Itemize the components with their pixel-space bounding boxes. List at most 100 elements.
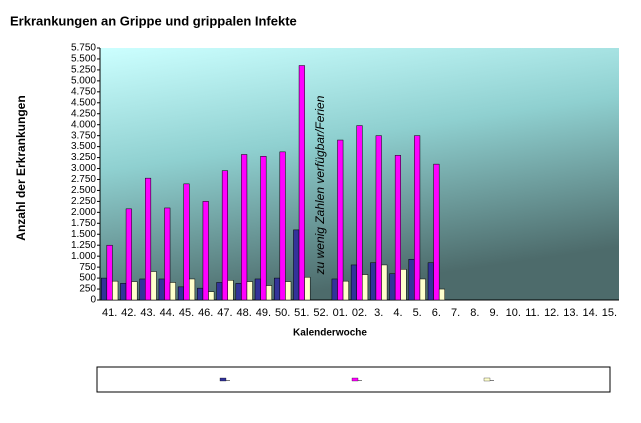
bar: [400, 269, 407, 301]
bar: [164, 207, 171, 301]
y-tick-label: 2.500: [71, 185, 96, 196]
bar: [331, 278, 338, 301]
y-tick-label: 5.500: [71, 54, 96, 65]
y-tick-label: 4.500: [71, 97, 96, 108]
x-tick-label: 49.: [256, 307, 271, 319]
x-tick-label: 5.: [413, 307, 422, 319]
y-tick-label: 2.000: [71, 207, 96, 218]
bar: [298, 65, 305, 301]
bar: [342, 280, 349, 301]
y-tick-label: 250: [79, 284, 96, 295]
x-tick-label: 47.: [217, 307, 232, 319]
x-tick-label: 50.: [275, 307, 290, 319]
bar: [150, 271, 157, 301]
bar: [202, 201, 209, 301]
legend-swatch: [483, 377, 491, 382]
annotation: zu wenig Zahlen verfügbar/Ferien: [313, 95, 327, 275]
bar: [362, 274, 369, 301]
bar: [189, 278, 196, 301]
y-tick-label: 3.250: [71, 152, 96, 163]
y-tick-label: 4.000: [71, 119, 96, 130]
x-tick-label: 15.: [602, 307, 617, 319]
x-tick-label: 02.: [352, 307, 367, 319]
bar: [246, 281, 253, 301]
x-tick-label: 41.: [102, 307, 117, 319]
y-tick-label: 1.750: [71, 218, 96, 229]
x-tick-label: 7.: [451, 307, 460, 319]
y-tick-label: 3.750: [71, 130, 96, 141]
bar: [414, 135, 421, 301]
bar: [438, 288, 446, 301]
bar: [265, 285, 273, 301]
bar: [260, 156, 267, 301]
legend-swatch: [219, 377, 227, 382]
y-tick-label: 1.250: [71, 240, 96, 251]
bar: [139, 278, 146, 301]
bar: [241, 154, 248, 301]
bar: [389, 273, 396, 301]
bar: [356, 125, 363, 301]
bar: [100, 277, 108, 301]
bar: [381, 264, 388, 301]
bar: [304, 276, 311, 301]
bar: [158, 278, 165, 301]
y-tick-label: 3.000: [71, 163, 96, 174]
y-axis-label: Anzahl der Erkrankungen: [14, 95, 28, 240]
x-tick-label: 11.: [525, 307, 539, 319]
x-tick-label: 8.: [470, 307, 479, 319]
bar: [427, 262, 434, 301]
bar: [394, 155, 401, 301]
bar: [216, 282, 223, 301]
y-tick-label: 3.500: [71, 141, 96, 152]
legend-swatch: [351, 377, 359, 382]
x-axis-label: Kalenderwoche: [293, 328, 367, 339]
bar: [197, 287, 204, 301]
y-tick-label: 4.250: [71, 108, 96, 119]
x-tick-label: 42.: [121, 307, 136, 319]
x-tick-label: 4.: [393, 307, 402, 319]
bar: [131, 281, 138, 301]
x-tick-label: 9.: [489, 307, 498, 319]
bar: [375, 135, 382, 301]
bar: [227, 280, 234, 301]
x-tick-label: 6.: [432, 307, 441, 319]
y-tick-label: 5.000: [71, 76, 96, 87]
y-tick-label: 500: [79, 273, 96, 284]
chart-title: Erkrankungen an Grippe und grippalen Inf…: [10, 13, 297, 28]
y-tick-label: 0: [90, 295, 96, 306]
y-tick-label: 1.500: [71, 229, 96, 240]
bar: [285, 281, 292, 301]
x-tick-label: 3.: [374, 307, 383, 319]
x-tick-label: 01.: [333, 307, 348, 319]
x-tick-label: 44.: [160, 307, 175, 319]
bar: [408, 258, 415, 301]
bar: [120, 283, 127, 301]
x-tick-label: 12.: [544, 307, 559, 319]
bar: [235, 283, 242, 301]
bar: [419, 278, 426, 301]
bar: [106, 244, 113, 301]
bar: [350, 264, 357, 301]
bar: [112, 280, 119, 301]
bar: [254, 278, 261, 301]
bar: [293, 229, 300, 301]
y-tick-label: 750: [79, 262, 96, 273]
bar: [433, 163, 440, 301]
x-tick-label: 14.: [583, 307, 598, 319]
x-tick-label: 51.: [294, 307, 309, 319]
y-tick-label: 2.750: [71, 174, 96, 185]
y-tick-label: 2.250: [71, 196, 96, 207]
x-tick-label: 45.: [179, 307, 194, 319]
x-tick-label: 46.: [198, 307, 213, 319]
x-tick-label: 52.: [313, 307, 328, 319]
x-tick-label: 10.: [506, 307, 521, 319]
bar: [370, 262, 377, 301]
bar: [208, 291, 215, 301]
bar: [279, 151, 286, 301]
bar: [125, 208, 132, 301]
y-tick-label: 1.000: [71, 251, 96, 262]
x-tick-label: 48.: [237, 307, 252, 319]
x-tick-label: 43.: [140, 307, 155, 319]
